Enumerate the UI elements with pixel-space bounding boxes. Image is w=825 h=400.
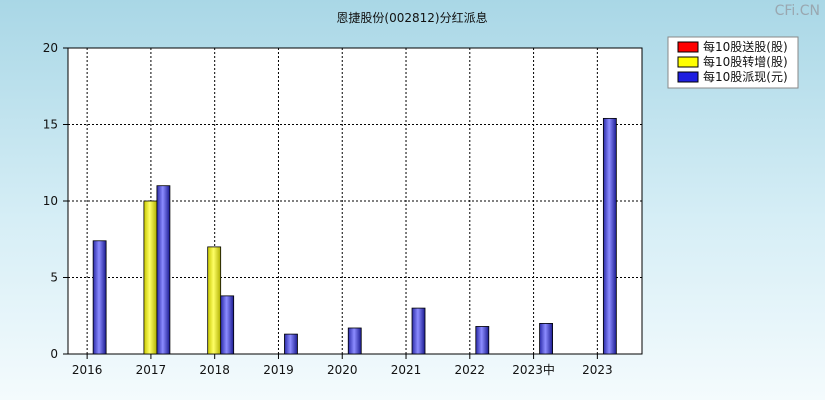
legend: 每10股送股(股) 每10股转增(股) 每10股派现(元) [667, 36, 799, 89]
bar-pai-2017 [156, 185, 171, 355]
legend-label-song: 每10股送股(股) [703, 39, 788, 54]
bar-pai-2020 [347, 327, 362, 355]
legend-swatch-zhuan [677, 56, 699, 68]
chart-title: 恩捷股份(002812)分红派息 [336, 10, 487, 25]
bar-zhuan-2018 [207, 246, 222, 355]
bars [92, 117, 617, 355]
bar-pai-2023 [602, 117, 617, 355]
bar-pai-2016 [92, 240, 107, 355]
bar-pai-2021 [411, 307, 426, 355]
x-tick-label: 2020 [327, 363, 358, 377]
x-tick-label: 2017 [136, 363, 167, 377]
watermark: CFi.CN [775, 3, 820, 19]
x-tick-label: 2018 [199, 363, 230, 377]
bar-zhuan-2017 [143, 200, 158, 355]
x-axis: 2016 2017 2018 2019 2020 2021 2022 2023中 2023 [72, 354, 613, 377]
bar-pai-2023中 [539, 322, 553, 355]
x-tick-label: 2022 [455, 363, 486, 377]
y-tick-label: 20 [43, 41, 58, 55]
legend-label-zhuan: 每10股转增(股) [703, 54, 788, 69]
x-tick-label: 2016 [72, 363, 103, 377]
y-tick-label: 15 [43, 118, 58, 132]
legend-swatch-song [677, 41, 699, 53]
x-tick-label: 2021 [391, 363, 422, 377]
x-tick-label: 2023中 [512, 362, 555, 377]
legend-swatch-pai [677, 71, 699, 83]
y-tick-label: 5 [50, 271, 58, 285]
y-tick-label: 0 [50, 347, 58, 361]
bar-pai-2019 [284, 333, 298, 355]
x-tick-label: 2023 [582, 363, 613, 377]
legend-label-pai: 每10股派现(元) [703, 69, 788, 84]
x-tick-label: 2019 [263, 363, 294, 377]
bar-pai-2022 [475, 326, 490, 355]
bar-pai-2018 [220, 295, 235, 355]
y-tick-label: 10 [43, 194, 58, 208]
y-axis: 0 5 10 15 20 [43, 41, 68, 361]
